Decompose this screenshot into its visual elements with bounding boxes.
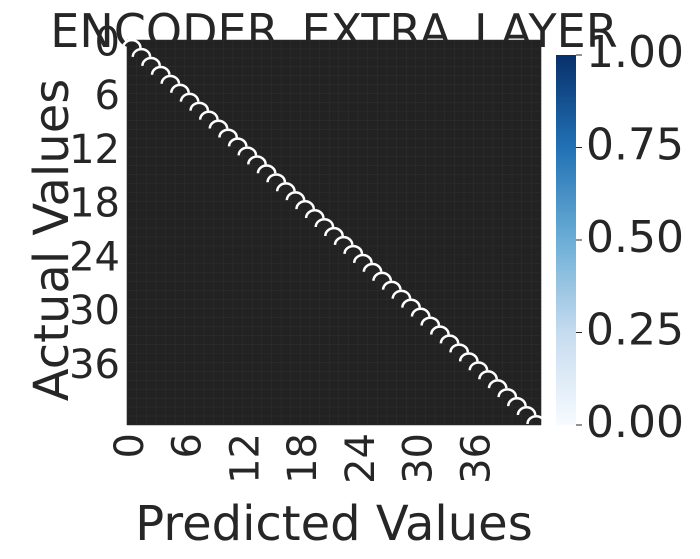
- diagonal-cell-mark: [487, 379, 508, 389]
- y-tick-label: 12: [69, 127, 120, 173]
- diagonal-cell-mark: [227, 137, 248, 147]
- diagonal-cell-mark: [150, 65, 171, 75]
- y-axis-label: Actual Values: [24, 79, 80, 401]
- diagonal-cell-mark: [526, 414, 547, 425]
- diagonal-cell-mark: [295, 200, 316, 210]
- diagonal-cell-mark: [333, 235, 354, 246]
- colorbar-tick-label: 0.25: [586, 305, 684, 356]
- y-tick-label: 6: [95, 73, 120, 119]
- diagonal-cell-mark: [420, 316, 441, 326]
- diagonal-cell-mark: [324, 226, 344, 237]
- colorbar-ticks: 0.00 0.25 0.50 0.75 1.00: [576, 27, 684, 448]
- x-tick-label: 30: [396, 433, 442, 484]
- y-tick-label: 18: [69, 181, 120, 227]
- colorbar-tick-label: 0.50: [586, 212, 684, 263]
- diagonal-cell-mark: [468, 361, 489, 371]
- diagonal-cell-mark: [478, 370, 498, 380]
- heatmap-grid: [126, 39, 542, 426]
- diagonal-cell-mark: [256, 164, 277, 174]
- diagonal-cell-mark: [352, 253, 373, 263]
- diagonal-cell-mark: [401, 298, 421, 308]
- x-tick-label: 36: [453, 433, 499, 484]
- y-tick-label: 30: [69, 288, 120, 334]
- diagonal-cell-mark: [439, 334, 460, 344]
- diagonal-cell-mark: [170, 83, 190, 93]
- x-tick-label: 0: [107, 433, 153, 458]
- diagonal-cell-mark: [141, 56, 161, 67]
- diagonal-cell-mark: [304, 209, 325, 219]
- diagonal-cell-mark: [198, 110, 219, 120]
- diagonal-cell-mark: [507, 397, 527, 407]
- diagonal-cell-mark: [247, 155, 267, 165]
- diagonal-cell-mark: [410, 307, 431, 317]
- diagonal-cell-mark: [458, 352, 479, 362]
- diagonal-cell-mark: [381, 280, 402, 290]
- x-tick-label: 12: [222, 433, 268, 484]
- diagonal-cell-mark: [131, 47, 152, 58]
- diagonal-cell-mark: [285, 191, 306, 201]
- colorbar-tick-label: 1.00: [586, 27, 684, 78]
- diagonal-cell-mark: [275, 182, 296, 192]
- heatmap-background: [127, 40, 541, 425]
- diagonal-cell-mark: [189, 101, 210, 111]
- diagonal-cell-mark: [266, 173, 287, 183]
- diagonal-cell-mark: [497, 388, 518, 398]
- y-tick-label: 24: [69, 234, 120, 280]
- y-axis-ticks: 0 6 12 18 24 30 36: [69, 19, 120, 387]
- colorbar-gradient: [556, 55, 576, 425]
- diagonal-cell-mark: [218, 128, 239, 138]
- diagonal-cell-mark: [362, 262, 383, 272]
- diagonal-cell-mark: [343, 244, 364, 255]
- x-tick-label: 6: [165, 433, 211, 458]
- diagonal-cell-mark: [179, 92, 200, 102]
- colorbar-tick-label: 0.75: [586, 120, 684, 171]
- heatmap-area: [121, 38, 547, 426]
- diagonal-cell-mark: [372, 271, 393, 281]
- diagonal-cell-mark: [121, 38, 142, 49]
- heatmap-cells: [121, 38, 547, 425]
- diagonal-cell-mark: [314, 218, 335, 228]
- diagonal-cell-mark: [449, 343, 470, 353]
- diagonal-cell-mark: [391, 289, 412, 299]
- y-tick-label: 0: [95, 19, 120, 65]
- colorbar: 0.00 0.25 0.50 0.75 1.00: [556, 27, 684, 448]
- x-tick-label: 24: [338, 433, 384, 484]
- diagonal-cell-mark: [160, 74, 181, 84]
- x-axis-ticks: 0 6 12 18 24 30 36: [107, 433, 500, 484]
- diagonal-cell-mark: [237, 146, 258, 156]
- x-axis-label: Predicted Values: [135, 496, 532, 552]
- y-tick-label: 36: [69, 342, 120, 388]
- diagonal-cell-mark: [429, 325, 450, 335]
- diagonal-cell-mark: [208, 119, 229, 129]
- x-tick-label: 18: [280, 433, 326, 484]
- colorbar-tick-label: 0.00: [586, 397, 684, 448]
- diagonal-cell-mark: [516, 406, 537, 416]
